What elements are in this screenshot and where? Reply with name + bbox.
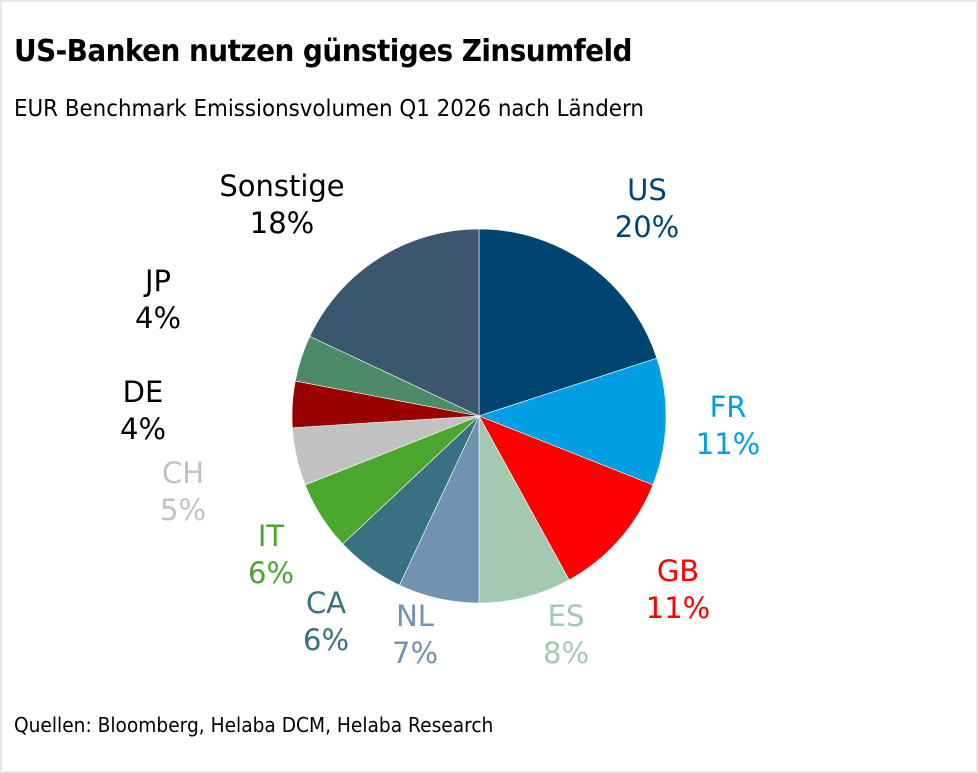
slice-value: 20%: [614, 210, 680, 244]
data-label-sonstige: Sonstige 18%: [219, 168, 344, 242]
slice-value: 8%: [542, 636, 590, 670]
slice-value: 11%: [645, 591, 711, 625]
data-label-gb: GB 11%: [646, 553, 710, 627]
slice-value: 5%: [159, 493, 207, 527]
slice-name: ES: [547, 599, 585, 633]
slice-value: 11%: [695, 427, 761, 461]
data-label-it: IT 6%: [248, 518, 294, 592]
data-label-nl: NL 7%: [392, 598, 438, 672]
pie-slice-gb: [478, 415, 654, 581]
slice-value: 4%: [119, 412, 167, 446]
slice-value: 6%: [302, 623, 350, 657]
pie-slice-sonstige: [309, 228, 480, 417]
data-label-ca: CA 6%: [303, 585, 349, 659]
slice-name: CH: [161, 456, 205, 490]
chart-title: US-Banken nutzen günstiges Zinsumfeld: [14, 34, 633, 69]
pie-slice-us: [478, 228, 658, 417]
slice-name: FR: [709, 390, 747, 424]
slice-name: DE: [122, 375, 164, 409]
slice-name: JP: [144, 264, 172, 298]
source-note: Quellen: Bloomberg, Helaba DCM, Helaba R…: [14, 713, 494, 737]
slice-name: IT: [257, 519, 285, 553]
pie-slice-es: [478, 415, 570, 604]
data-label-fr: FR 11%: [696, 389, 760, 463]
slice-value: 4%: [134, 301, 182, 335]
slice-value: 7%: [391, 636, 439, 670]
data-label-es: ES 8%: [543, 598, 589, 672]
slice-value: 18%: [249, 206, 315, 240]
pie-slices: [291, 228, 667, 604]
pie-slice-fr: [478, 357, 667, 486]
data-label-ch: CH 5%: [160, 455, 206, 529]
data-label-us: US 20%: [615, 172, 679, 246]
slice-name: US: [627, 173, 667, 207]
slice-name: NL: [396, 599, 434, 633]
data-label-jp: JP 4%: [135, 263, 181, 337]
slice-name: Sonstige: [219, 169, 345, 203]
data-label-de: DE 4%: [120, 374, 166, 448]
slice-name: GB: [656, 554, 700, 588]
slice-name: CA: [305, 586, 347, 620]
chart-subtitle: EUR Benchmark Emissionsvolumen Q1 2026 n…: [14, 96, 644, 122]
slice-value: 6%: [247, 556, 295, 590]
